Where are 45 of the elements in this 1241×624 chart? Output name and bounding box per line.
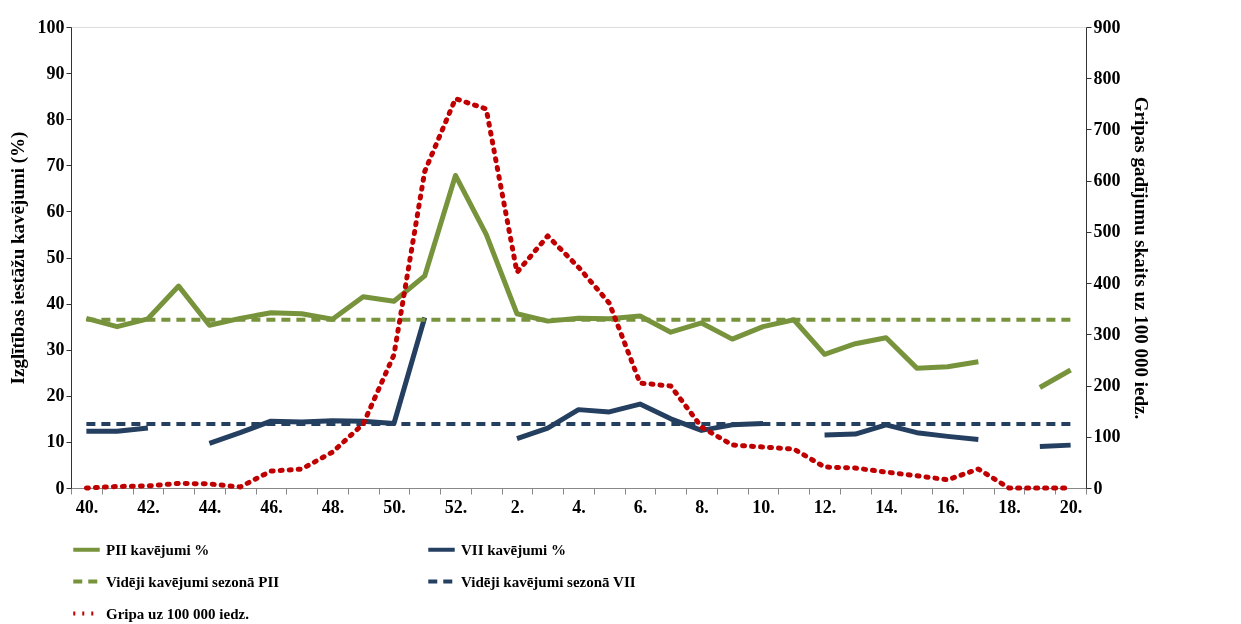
y-tick-label: 90 — [46, 62, 65, 83]
x-tick-label: 48. — [321, 496, 345, 517]
x-tick-label: 14. — [875, 496, 898, 517]
legend-label: Vidēji kavējumi sezonā PII — [106, 573, 280, 590]
x-tick-label: 6. — [633, 496, 648, 517]
y-tick-label: 0 — [55, 477, 65, 498]
x-tick-label: 52. — [444, 496, 468, 517]
y-tick-label: 50 — [46, 247, 65, 267]
y2-axis-title: Gripas gadījumu skaits uz 100 000 iedz. — [1130, 96, 1152, 420]
x-tick-label: 44. — [198, 496, 222, 517]
x-tick-label: 46. — [260, 496, 283, 517]
x-tick-label: 12. — [813, 496, 837, 517]
y-tick-label: 10 — [46, 431, 65, 452]
x-tick-label: 16. — [936, 496, 960, 517]
legend-label: Gripa uz 100 000 iedz. — [106, 605, 250, 622]
y-tick-label: 70 — [46, 154, 65, 175]
legend-label: VII kavējumi % — [461, 541, 567, 558]
y2-tick-label: 0 — [1093, 477, 1103, 498]
x-tick-label: 18. — [998, 496, 1021, 517]
y-tick-label: 100 — [37, 16, 65, 37]
y2-tick-label: 400 — [1093, 272, 1121, 293]
y-tick-label: 30 — [46, 339, 65, 360]
y2-tick-label: 800 — [1093, 67, 1121, 88]
x-tick-label: 42. — [137, 496, 160, 517]
y2-tick-label: 700 — [1093, 118, 1121, 139]
x-tick-label: 40. — [75, 496, 99, 517]
y2-tick-label: 200 — [1093, 375, 1121, 396]
x-tick-label: 8. — [695, 496, 709, 517]
y-tick-label: 60 — [46, 200, 65, 221]
y2-tick-label: 900 — [1093, 16, 1121, 37]
y2-tick-label: 100 — [1093, 426, 1121, 447]
legend-label: Vidēji kavējumi sezonā VII — [461, 573, 636, 590]
x-tick-label: 20. — [1059, 496, 1083, 517]
y-axis-title: Izglītības iestāžu kavējumi (%) — [6, 131, 29, 385]
y2-tick-label: 300 — [1093, 323, 1121, 344]
legend-label: PII kavējumi % — [106, 541, 210, 558]
y-tick-label: 20 — [46, 385, 65, 406]
y-tick-label: 40 — [46, 293, 65, 314]
y2-tick-label: 500 — [1093, 221, 1121, 242]
x-tick-label: 2. — [510, 496, 525, 517]
x-tick-label: 50. — [383, 496, 406, 517]
y2-tick-label: 600 — [1093, 170, 1121, 191]
y-tick-label: 80 — [46, 108, 65, 129]
x-tick-label: 4. — [572, 496, 586, 517]
x-tick-label: 10. — [752, 496, 775, 517]
